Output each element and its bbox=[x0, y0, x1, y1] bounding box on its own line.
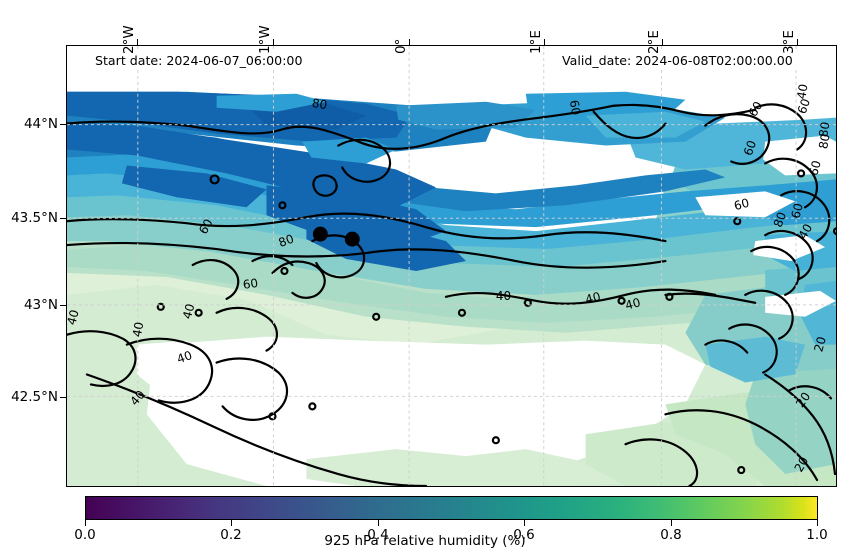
svg-text:60: 60 bbox=[242, 276, 259, 292]
y-tick-label-42-5n: 42.5°N bbox=[11, 389, 58, 405]
colorbar-tick bbox=[231, 520, 233, 526]
colorbar-tick bbox=[85, 520, 87, 526]
x-tick-label-2e: 2°E bbox=[646, 30, 662, 54]
svg-text:20: 20 bbox=[792, 454, 812, 474]
y-tick-mark bbox=[60, 218, 66, 220]
svg-text:60: 60 bbox=[732, 196, 750, 213]
colorbar-tick bbox=[524, 520, 526, 526]
x-tick-label-2w: 2°W bbox=[121, 25, 137, 54]
station-marker bbox=[312, 226, 328, 242]
x-tick-label-3e: 3°E bbox=[781, 30, 797, 54]
svg-text:60: 60 bbox=[795, 97, 813, 116]
y-tick-mark bbox=[60, 305, 66, 307]
humidity-map: 80 60 80 60 60 40 40 40 40 40 40 40 40 4… bbox=[67, 46, 836, 486]
svg-text:80: 80 bbox=[277, 232, 296, 250]
x-tick-label-1e: 1°E bbox=[528, 30, 544, 54]
svg-text:80: 80 bbox=[816, 121, 832, 138]
x-tick-mark bbox=[662, 39, 664, 45]
colorbar-tick-label-2: 0.4 bbox=[367, 527, 389, 543]
y-tick-label-43-5n: 43.5°N bbox=[11, 210, 58, 226]
colorbar-tick-label-3: 0.6 bbox=[513, 527, 535, 543]
x-tick-mark bbox=[544, 39, 546, 45]
svg-text:60: 60 bbox=[788, 202, 805, 220]
svg-text:40: 40 bbox=[796, 221, 816, 241]
x-tick-label-0: 0° bbox=[393, 38, 409, 54]
svg-text:40: 40 bbox=[180, 302, 197, 320]
svg-text:40: 40 bbox=[67, 308, 82, 326]
y-tick-label-44n: 44°N bbox=[23, 116, 58, 132]
station-marker bbox=[344, 231, 360, 247]
svg-text:80: 80 bbox=[771, 210, 789, 229]
x-tick-label-1w: 1°W bbox=[257, 25, 273, 54]
colorbar-tick-label-4: 0.8 bbox=[660, 527, 682, 543]
contour-label-group: 80 60 80 60 60 40 40 40 40 40 40 40 40 4… bbox=[67, 83, 833, 475]
svg-text:60: 60 bbox=[746, 99, 766, 119]
colorbar-tick bbox=[671, 520, 673, 526]
svg-text:20: 20 bbox=[811, 335, 828, 353]
svg-text:40: 40 bbox=[175, 348, 194, 366]
colorbar-tick-label-5: 1.0 bbox=[806, 527, 828, 543]
colorbar-tick bbox=[817, 520, 819, 526]
svg-text:80: 80 bbox=[311, 96, 328, 112]
map-plot-area[interactable]: 80 60 80 60 60 40 40 40 40 40 40 40 40 4… bbox=[66, 45, 837, 487]
y-tick-mark bbox=[60, 397, 66, 399]
svg-text:60: 60 bbox=[741, 138, 759, 157]
start-date-banner: Start date: 2024-06-07_06:00:00 bbox=[91, 52, 307, 70]
colorbar-tick bbox=[378, 520, 380, 526]
svg-text:40: 40 bbox=[794, 83, 810, 100]
svg-text:60: 60 bbox=[567, 99, 583, 116]
y-tick-mark bbox=[60, 124, 66, 126]
svg-text:40: 40 bbox=[496, 289, 511, 303]
y-tick-label-43n: 43°N bbox=[23, 297, 58, 313]
colorbar-tick-label-1: 0.2 bbox=[220, 527, 242, 543]
svg-text:60: 60 bbox=[806, 159, 823, 177]
colorbar-tick-label-0: 0.0 bbox=[74, 527, 96, 543]
svg-text:40: 40 bbox=[584, 289, 602, 306]
colorbar[interactable] bbox=[85, 496, 818, 520]
x-tick-mark bbox=[273, 39, 275, 45]
valid-date-banner: Valid_date: 2024-06-08T02:00:00.00 bbox=[558, 52, 797, 70]
svg-text:60: 60 bbox=[196, 216, 216, 236]
x-tick-mark bbox=[797, 39, 799, 45]
svg-text:40: 40 bbox=[130, 321, 146, 338]
svg-text:80: 80 bbox=[816, 133, 832, 150]
x-tick-mark bbox=[409, 39, 411, 45]
colorbar-title: 925 hPa relative humidity (%) bbox=[324, 533, 526, 549]
svg-text:40: 40 bbox=[624, 295, 642, 312]
x-tick-mark bbox=[137, 39, 139, 45]
